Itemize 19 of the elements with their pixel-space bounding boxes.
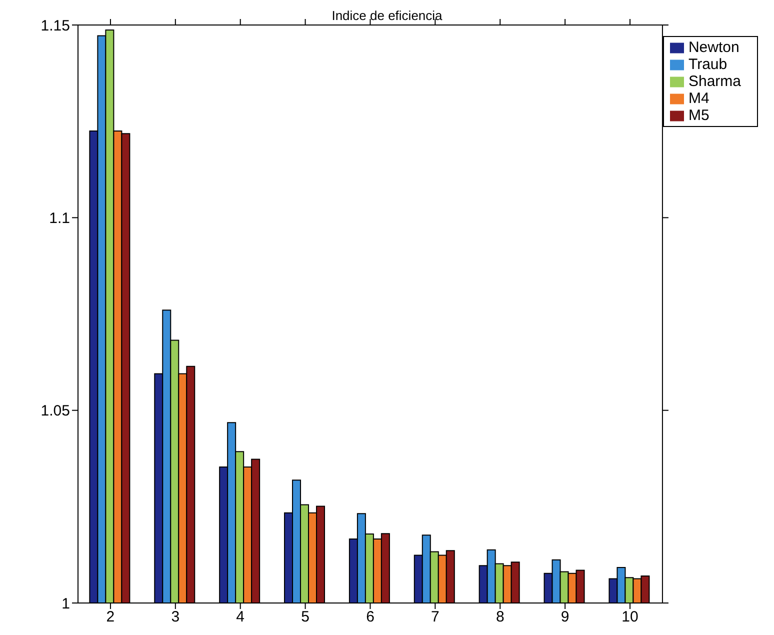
x-tick-label: 8 — [496, 608, 504, 626]
x-tick-label: 9 — [560, 608, 570, 626]
x-tick-label: 2 — [106, 608, 115, 626]
chart-title: Indice de eficiencia — [332, 8, 442, 23]
y-tick-label: 1.05 — [40, 402, 70, 420]
legend-label: M4 — [688, 90, 710, 107]
x-tick-label: 3 — [171, 608, 180, 626]
y-tick-label: 1 — [62, 595, 70, 612]
legend-label: Traub — [688, 56, 728, 73]
x-tick-label: 6 — [366, 608, 374, 626]
legend-label: Newton — [688, 39, 740, 56]
x-tick-label: 10 — [622, 608, 638, 626]
y-tick-label: 1.1 — [49, 210, 70, 227]
x-tick-label: 4 — [236, 608, 245, 626]
y-tick-label: 1.15 — [40, 17, 70, 34]
legend-label: Sharma — [688, 73, 741, 90]
x-tick-label: 5 — [301, 608, 310, 626]
x-tick-label: 7 — [431, 608, 440, 626]
legend-label: M5 — [688, 107, 710, 124]
